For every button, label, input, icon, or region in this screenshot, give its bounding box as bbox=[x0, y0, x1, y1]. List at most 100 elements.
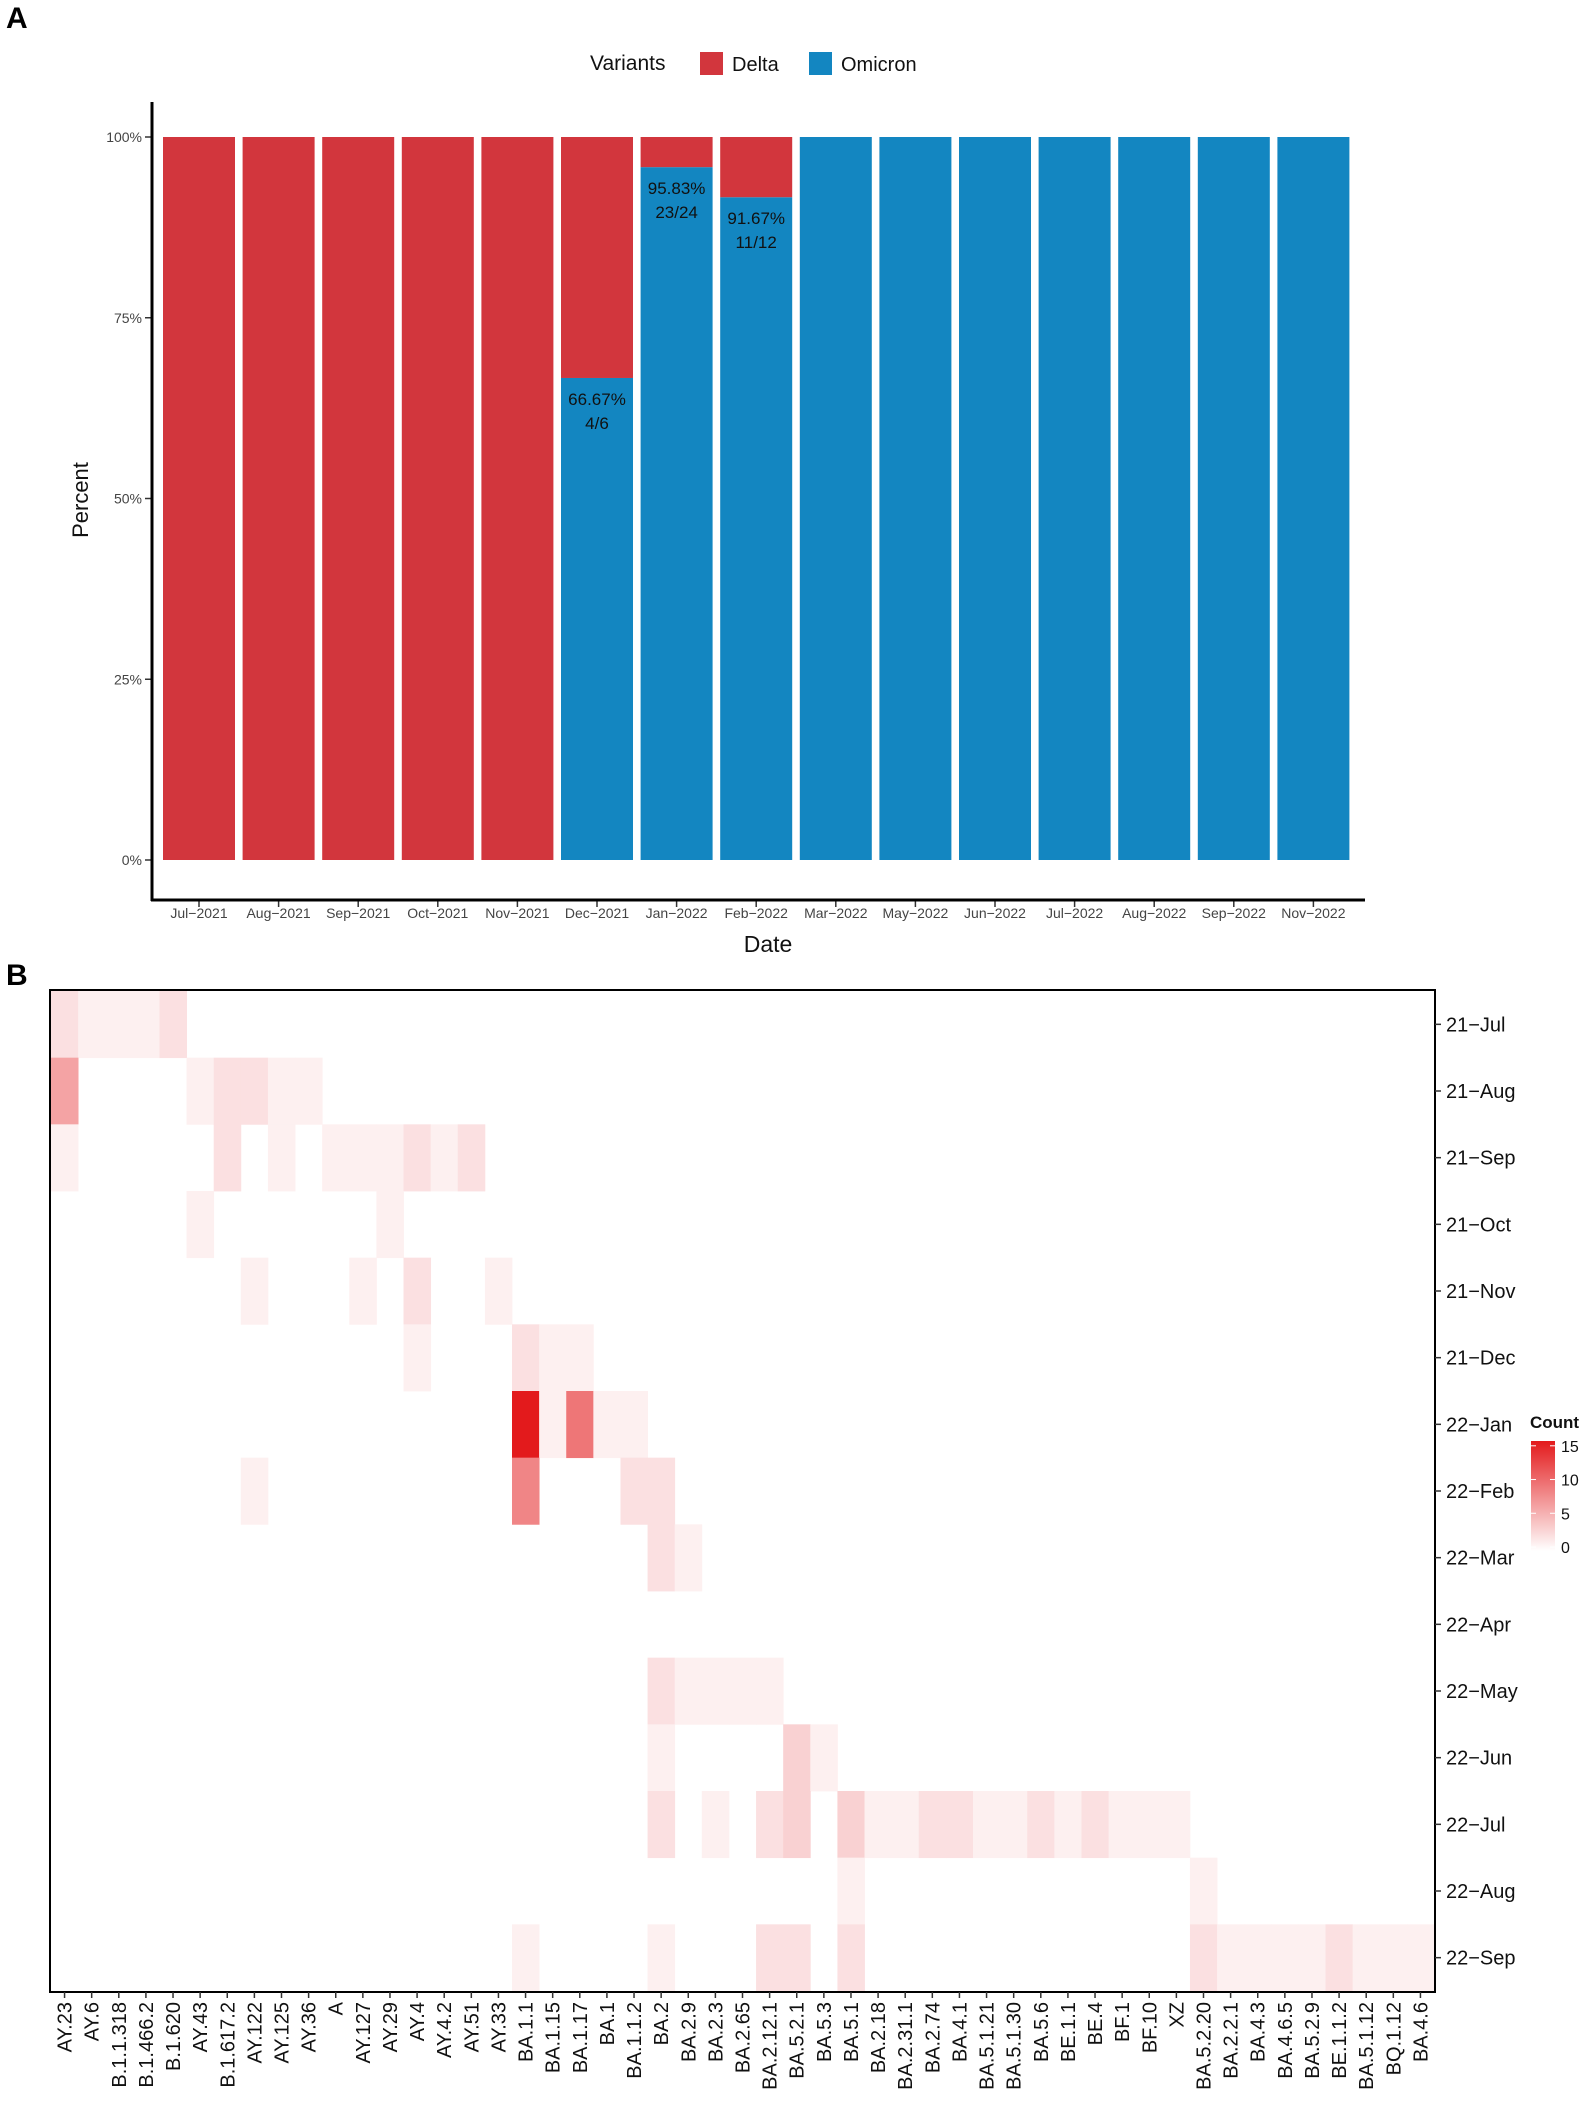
column-label: BA.2.12.1 bbox=[760, 2002, 782, 2090]
heatmap-cell-22-Jul-BE.4 bbox=[1081, 1791, 1109, 1859]
row-label: 21−Dec bbox=[1446, 1348, 1516, 1370]
color-legend-tick-label: 5 bbox=[1561, 1506, 1570, 1523]
legend-key-omicron bbox=[809, 52, 832, 75]
column-label: BE.1.1.2 bbox=[1329, 2002, 1351, 2079]
row-label: 22−Jul bbox=[1446, 1814, 1506, 1836]
column-label: BA.2.3 bbox=[705, 2002, 727, 2062]
y-tick-label: 25% bbox=[114, 671, 142, 687]
color-legend-bar bbox=[1531, 1441, 1555, 1551]
column-label: AY.33 bbox=[488, 2002, 510, 2052]
column-label: XZ bbox=[1166, 2002, 1188, 2028]
heatmap-cell-21-Sep-A bbox=[322, 1124, 350, 1192]
bar-omicron-Jan-2022 bbox=[640, 167, 713, 860]
bar-omicron-May-2022 bbox=[879, 137, 952, 860]
row-label: 22−Mar bbox=[1446, 1548, 1515, 1570]
panel-a-bars bbox=[163, 137, 1350, 861]
column-label: BA.1.17 bbox=[570, 2002, 592, 2073]
heatmap-cell-21-Sep-AY.4 bbox=[403, 1124, 432, 1192]
x-tick-label: Jan−2022 bbox=[646, 905, 708, 921]
column-label: B.1.620 bbox=[163, 2002, 185, 2071]
column-label: BA.5.2.20 bbox=[1194, 2002, 1216, 2090]
heatmap-cell-21-Sep-AY.29 bbox=[376, 1124, 404, 1192]
panel-a-label: A bbox=[6, 2, 28, 35]
bar-delta-Jul-2021 bbox=[163, 137, 235, 860]
color-legend-tick-label: 10 bbox=[1561, 1473, 1579, 1490]
heatmap-cell-22-Feb-BA.2 bbox=[647, 1457, 676, 1525]
bar-annotation-fraction: 23/24 bbox=[655, 203, 698, 222]
bar-delta-Jan-2022 bbox=[640, 137, 713, 168]
heatmap-cell-22-Sep-BA.5.2.1 bbox=[783, 1924, 811, 1992]
heatmap-cell-22-Jul-XZ bbox=[1162, 1791, 1191, 1859]
heatmap-cell-22-Jun-BA.5.2.1 bbox=[783, 1724, 811, 1792]
heatmap-cell-22-Jun-BA.2 bbox=[647, 1724, 676, 1792]
bar-omicron-Nov-2022 bbox=[1277, 137, 1350, 860]
heatmap-cell-21-Sep-AY.127 bbox=[349, 1124, 377, 1192]
heatmap-cell-21-Dec-BA.1.1 bbox=[512, 1324, 540, 1392]
heatmap-cell-22-Sep-BA.4.6.5 bbox=[1271, 1924, 1299, 1992]
legend-label-omicron: Omicron bbox=[841, 54, 917, 76]
heatmap-cell-22-Sep-BA.5.2.20 bbox=[1189, 1924, 1218, 1992]
bar-annotation-percent: 95.83% bbox=[648, 179, 706, 198]
x-tick-label: Oct−2021 bbox=[407, 905, 468, 921]
bar-omicron-Jul-2022 bbox=[1038, 137, 1111, 860]
heatmap-cell-22-Sep-BA.5.1 bbox=[837, 1924, 865, 1992]
color-legend-ticks: 0 5 10 15 bbox=[1531, 1439, 1579, 1557]
column-label: BA.4.6 bbox=[1410, 2002, 1432, 2062]
panel-b-row-labels: 21−Jul 21−Aug 21−Sep 21−Oct 21−Nov 21−Dec 22−J… bbox=[1435, 1014, 1518, 1970]
heatmap-cell-22-Sep-BA.5.2.9 bbox=[1298, 1924, 1326, 1992]
column-label: BA.5.2.1 bbox=[787, 2002, 809, 2079]
heatmap-cell-22-Aug-BA.5.2.20 bbox=[1189, 1857, 1218, 1925]
heatmap-cell-22-May-BA.2.65 bbox=[728, 1657, 757, 1725]
column-label: BA.5.6 bbox=[1031, 2002, 1053, 2062]
column-label: BA.4.3 bbox=[1248, 2002, 1270, 2062]
heatmap-cell-21-Aug-AY.43 bbox=[186, 1057, 215, 1125]
x-tick-label: May−2022 bbox=[883, 905, 949, 921]
column-label: BA.2 bbox=[651, 2002, 673, 2045]
bar-delta-Aug-2021 bbox=[242, 137, 315, 860]
heatmap-cell-21-Dec-BA.1.17 bbox=[566, 1324, 594, 1392]
column-label: AY.29 bbox=[380, 2002, 402, 2052]
legend-label-delta: Delta bbox=[732, 54, 780, 76]
heatmap-cell-22-Mar-BA.2.9 bbox=[674, 1524, 703, 1592]
heatmap-cell-21-Aug-AY.125 bbox=[267, 1057, 296, 1125]
heatmap-cell-22-Jan-BA.1.17 bbox=[566, 1391, 594, 1459]
legend-key-delta bbox=[700, 52, 723, 75]
row-label: 21−Jul bbox=[1446, 1014, 1506, 1036]
bar-omicron-Feb-2022 bbox=[720, 197, 793, 861]
bar-omicron-Mar-2022 bbox=[799, 137, 872, 860]
heatmap-cell-21-Sep-AY.125 bbox=[267, 1124, 296, 1192]
heatmap-cell-21-Nov-AY.4 bbox=[403, 1257, 432, 1325]
x-tick-label: Sep−2021 bbox=[326, 905, 390, 921]
heatmap-cell-21-Jul-AY.6 bbox=[78, 991, 106, 1059]
x-tick-label: Jun−2022 bbox=[964, 905, 1026, 921]
row-label: 22−Feb bbox=[1446, 1481, 1514, 1503]
column-label: AY.23 bbox=[55, 2002, 77, 2052]
heatmap-cell-21-Jul-B.1.466.2 bbox=[132, 991, 160, 1059]
row-label: 22−May bbox=[1446, 1681, 1518, 1703]
row-label: 22−Aug bbox=[1446, 1881, 1516, 1903]
bar-delta-Nov-2021 bbox=[481, 137, 554, 860]
panel-a-y-axis-title: Percent bbox=[68, 462, 93, 538]
heatmap-cell-21-Aug-AY.23 bbox=[51, 1057, 79, 1125]
heatmap-cell-21-Jul-B.1.620 bbox=[159, 991, 187, 1059]
column-label: BA.1.1 bbox=[516, 2002, 538, 2062]
heatmap-cell-22-Sep-BA.2 bbox=[647, 1924, 676, 1992]
bar-delta-Sep-2021 bbox=[322, 137, 395, 860]
column-label: AY.125 bbox=[272, 2002, 294, 2064]
row-label: 22−Jan bbox=[1446, 1414, 1512, 1436]
heatmap-cell-22-Jul-BA.5.1.21 bbox=[973, 1791, 1001, 1859]
column-label: AY.4 bbox=[407, 2002, 429, 2041]
panel-a-legend: Variants Delta Omicron bbox=[590, 52, 917, 76]
bar-omicron-Sep-2022 bbox=[1197, 137, 1270, 860]
column-label: BA.1 bbox=[597, 2002, 619, 2045]
column-label: BA.2.18 bbox=[868, 2002, 890, 2073]
row-label: 21−Nov bbox=[1446, 1281, 1516, 1303]
heatmap-cell-22-Sep-BA.4.3 bbox=[1244, 1924, 1272, 1992]
heatmap-cell-21-Jul-B.1.1.318 bbox=[105, 991, 133, 1059]
column-label: BA.5.1.21 bbox=[977, 2002, 999, 2090]
heatmap-cell-21-Sep-B.1.617.2 bbox=[213, 1124, 242, 1192]
column-label: BE.4 bbox=[1085, 2002, 1107, 2045]
bar-annotation-fraction: 4/6 bbox=[585, 414, 609, 433]
heatmap-cell-22-Jul-BE.1.1 bbox=[1054, 1791, 1082, 1859]
